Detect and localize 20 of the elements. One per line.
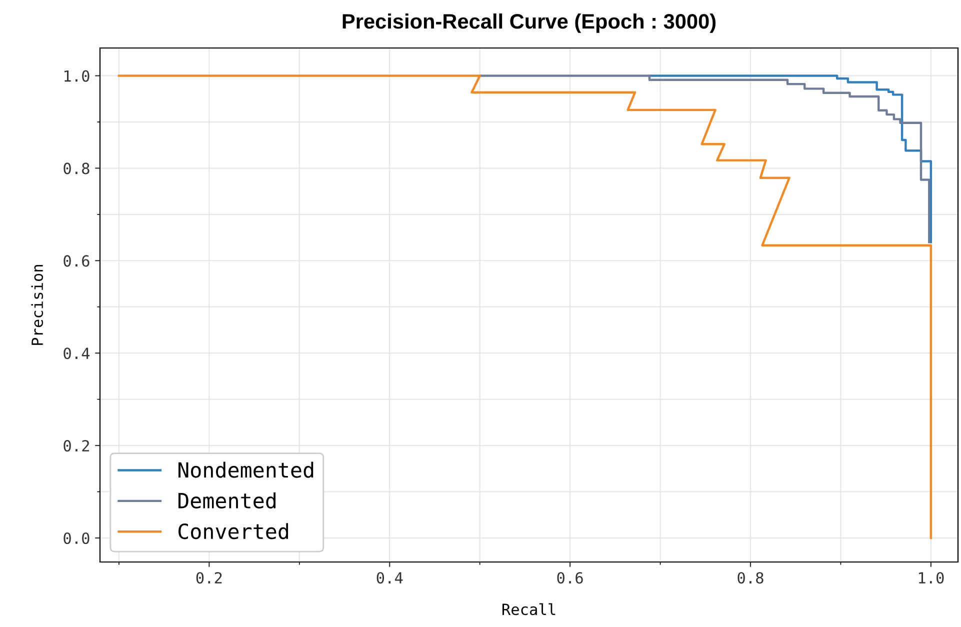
x-tick-label: 0.8 — [738, 572, 764, 584]
line-series — [118, 74, 932, 540]
y-tick-label: 0.8 — [64, 162, 90, 174]
y-tick-label: 0.6 — [64, 255, 90, 267]
chart-title: Precision-Recall Curve (Epoch : 3000) — [342, 13, 716, 33]
y-tick-label: 0.0 — [64, 532, 90, 544]
line-series — [648, 74, 932, 244]
x-tick-label: 0.6 — [557, 572, 583, 584]
line-series — [478, 74, 930, 244]
y-tick-label: 0.2 — [64, 440, 89, 452]
x-tick-label: 0.2 — [196, 572, 222, 584]
x-tick-label: 0.4 — [376, 572, 403, 584]
y-tick-label: 1.0 — [64, 70, 90, 82]
legend-label: Converted — [178, 523, 288, 540]
y-axis-title: Precision — [31, 264, 44, 345]
x-axis-title: Recall — [502, 603, 556, 616]
y-tick-label: 0.4 — [64, 348, 90, 360]
x-tick-label: 1.0 — [918, 572, 944, 584]
legend-label: Nondemented — [178, 462, 314, 478]
legend-label: Demented — [178, 492, 276, 509]
